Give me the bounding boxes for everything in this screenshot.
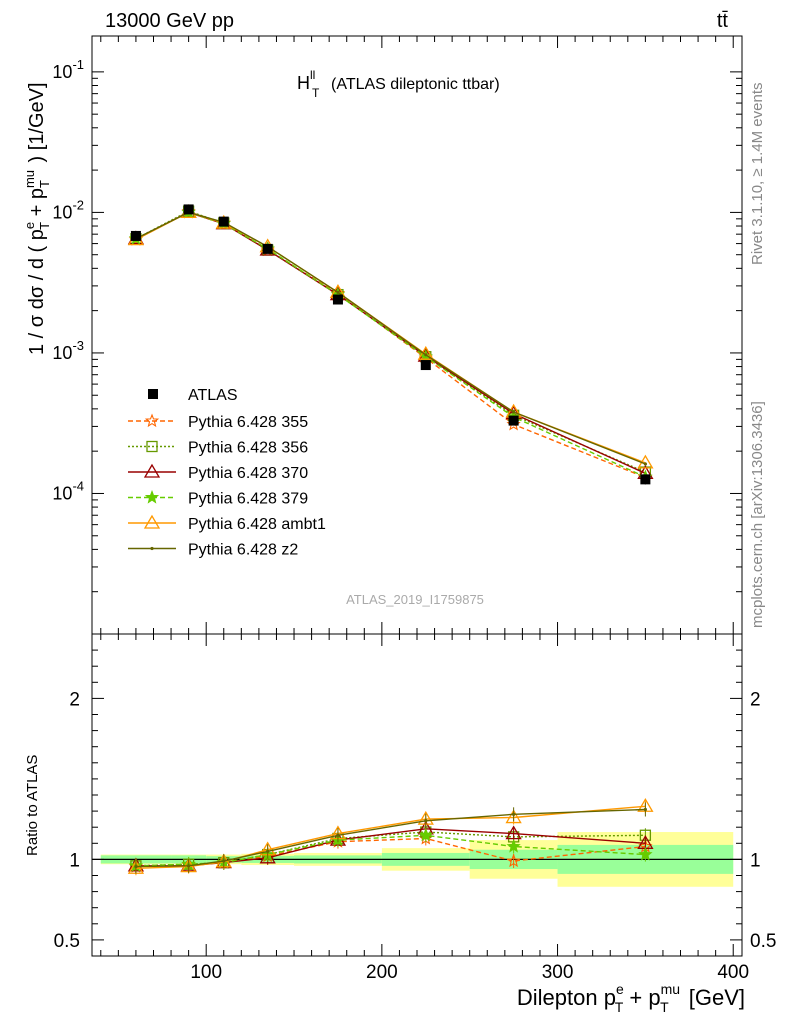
ratio-series-point	[259, 849, 276, 864]
legend-entry: Pythia 6.428 379	[128, 489, 308, 508]
ratio-series-point	[505, 809, 522, 824]
header-ttbar: tt̄	[717, 10, 729, 32]
atlas-data-point	[420, 360, 431, 371]
legend: ATLAS Pythia 6.428 355 Pythia 6.428 356 Py…	[128, 387, 326, 559]
legend-label: Pythia 6.428 ambt1	[188, 516, 326, 533]
legend-label: Pythia 6.428 356	[188, 440, 308, 457]
svg-text:ATLAS: ATLAS	[188, 387, 238, 404]
ratio-series-point	[266, 849, 270, 853]
main-y-tick-label: 10-3	[52, 338, 84, 363]
main-series-line	[135, 211, 646, 479]
svg-text:1 / σ dσ / d ( peT + pmuT ) [: 1 / σ dσ / d ( peT + pmuT ) [1/GeV]	[22, 82, 52, 355]
main-title: Hll T (ATLAS dileptonic ttbar)	[297, 68, 500, 100]
main-y-tick-label: 10-2	[52, 197, 84, 222]
main-series-point	[417, 345, 434, 360]
legend-marker	[143, 463, 161, 478]
x-tick-label: 100	[190, 962, 222, 983]
x-tick-label: 200	[366, 962, 398, 983]
main-series-line	[135, 211, 646, 465]
analysis-watermark: ATLAS_2019_I1759875	[346, 592, 484, 607]
ratio-y-tick-label-right: 2	[750, 689, 761, 710]
legend-marker	[150, 546, 154, 551]
atlas-data-point	[218, 216, 229, 227]
legend-label: Pythia 6.428 370	[188, 465, 308, 482]
ratio-series-point	[222, 859, 226, 863]
legend-marker	[146, 440, 158, 453]
x-axis-label: Dilepton pe T + pmu T [GeV]	[517, 981, 745, 1015]
main-y-tick-label: 10-4	[52, 478, 84, 503]
atlas-data-point	[640, 474, 651, 485]
ratio-series-point	[638, 847, 653, 861]
ratio-series-point	[134, 865, 138, 869]
atlas-data-point	[262, 243, 273, 254]
legend-label: Pythia 6.428 z2	[188, 542, 298, 559]
ratio-series-point	[512, 812, 516, 816]
legend-label: Pythia 6.428 355	[188, 414, 308, 431]
svg-text:T: T	[312, 86, 320, 100]
ratio-y-tick-label-right: 1	[750, 850, 761, 871]
ratio-series-line	[135, 834, 646, 867]
legend-entry: Pythia 6.428 z2	[128, 542, 298, 559]
legend-entry: Pythia 6.428 355	[128, 413, 308, 431]
atlas-data-point	[508, 415, 519, 426]
x-tick-label: 300	[542, 962, 574, 983]
svg-text:Hll: Hll	[297, 68, 315, 93]
mcplots-label: mcplots.cern.ch [arXiv:1306.3436]	[749, 401, 766, 628]
ratio-panel-frame	[91, 633, 743, 957]
rivet-label: Rivet 3.1.10, ≥ 1.4M events	[749, 83, 766, 266]
atlas-data-point	[130, 230, 141, 241]
legend-label: Pythia 6.428 379	[188, 491, 308, 508]
ratio-y-tick-label: 0.5	[54, 931, 80, 952]
ratio-series-line	[135, 831, 646, 867]
ratio-series-point	[506, 853, 521, 868]
ratio-series-point	[187, 864, 191, 868]
main-series-line	[135, 211, 646, 478]
legend-marker	[144, 489, 160, 504]
ratio-series-line	[135, 805, 646, 869]
main-series-point	[424, 353, 428, 357]
ratio-ylabel: Ratio to ATLAS	[24, 755, 41, 856]
main-series-point	[336, 290, 340, 294]
ratio-series-point	[506, 838, 521, 853]
ratio-series-point	[505, 825, 522, 840]
header-process: 13000 GeV pp	[105, 10, 234, 32]
ratio-series-point	[336, 833, 340, 837]
svg-text:Dilepton peT + pmuT [GeV]: Dilepton pe T + pmu T [GeV]	[517, 981, 745, 1015]
ratio-series-point	[643, 807, 647, 812]
ratio-series-point	[424, 819, 428, 823]
x-tick-label: 400	[717, 962, 749, 983]
legend-marker	[143, 514, 161, 529]
atlas-data-point	[183, 204, 194, 215]
main-series-point	[643, 462, 647, 466]
ratio-y-tick-label-right: 0.5	[750, 931, 776, 952]
ratio-series-line	[135, 808, 646, 868]
legend-entry: Pythia 6.428 ambt1	[128, 514, 326, 533]
main-y-tick-label: 10-1	[52, 57, 84, 82]
ratio-series-point	[418, 827, 433, 842]
ratio-y-tick-label: 1	[69, 850, 80, 871]
legend-entry: Pythia 6.428 356	[128, 440, 308, 457]
main-ylabel: 1 / σ dσ / d ( peT + pmuT ) [1/GeV]	[22, 82, 52, 355]
legend-marker	[144, 413, 160, 428]
svg-text:(ATLAS dileptonic ttbar): (ATLAS dileptonic ttbar)	[331, 76, 500, 93]
legend-atlas: ATLAS	[148, 387, 238, 404]
main-series-point	[512, 410, 516, 414]
legend-entry: Pythia 6.428 370	[128, 463, 308, 482]
atlas-data-point	[332, 294, 343, 305]
ratio-y-tick-label: 2	[69, 689, 80, 710]
